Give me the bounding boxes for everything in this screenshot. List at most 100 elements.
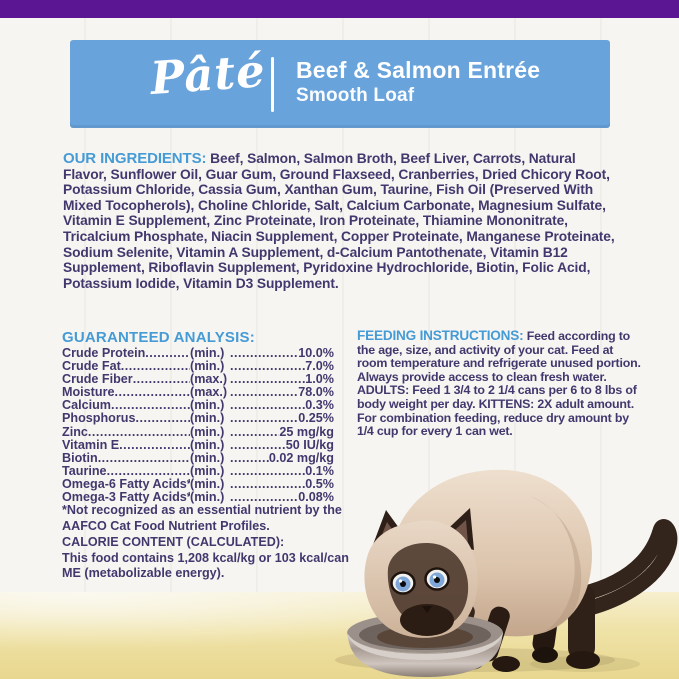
nutrient-label: Crude Fiber xyxy=(62,373,133,387)
nutrient-basis: (min.) xyxy=(190,450,225,465)
nutrient-label: Crude Protein xyxy=(62,347,146,360)
dot-leader xyxy=(230,373,305,386)
nutrient-label: Omega-6 Fatty Acids* xyxy=(62,477,190,491)
analysis-row: Vitamin E (min.) 50 IU/kg xyxy=(62,437,334,452)
dot-leader xyxy=(230,360,305,373)
product-subtitle: Smooth Loaf xyxy=(296,85,415,106)
dot-leader xyxy=(133,373,190,386)
nutrient-value: 0.08% xyxy=(298,490,334,505)
kittens-label: KITTENS: xyxy=(478,396,535,411)
analysis-row: Crude Fat (min.) 7.0% xyxy=(62,359,334,374)
kitten-photo xyxy=(335,469,678,677)
cat-pupil-right xyxy=(434,577,440,583)
analysis-row: Crude Fiber (max.) 1.0% xyxy=(62,373,334,386)
nutrient-basis: (min.) xyxy=(190,398,225,413)
nutrient-value: 1.0% xyxy=(305,372,334,387)
analysis-row: Moisture (max.) 78.0% xyxy=(62,386,334,399)
nutrient-label: Phosphorus xyxy=(62,412,136,426)
dot-leader xyxy=(230,439,286,452)
nutrient-basis: (min.) xyxy=(190,346,225,360)
nutrient-value: 78.0% xyxy=(298,385,334,400)
dot-leader xyxy=(230,426,279,439)
ingredients-paragraph: OUR INGREDIENTS: Beef, Salmon, Salmon Br… xyxy=(63,151,616,291)
cat-eye-highlight-left xyxy=(398,579,403,583)
top-purple-stripe xyxy=(0,0,679,18)
nutrient-label: Moisture xyxy=(62,386,115,400)
nutrient-label: Vitamin E xyxy=(62,438,120,452)
nutrient-value: 0.3% xyxy=(305,398,334,413)
dot-leader xyxy=(121,360,190,373)
dot-leader xyxy=(98,452,190,465)
dot-leader xyxy=(230,465,305,478)
nutrient-label: Calcium xyxy=(62,399,111,413)
dot-leader xyxy=(135,412,190,425)
dot-leader xyxy=(230,386,298,399)
feeding-instructions-paragraph: FEEDING INSTRUCTIONS: Feed according to … xyxy=(357,329,645,439)
nutrient-value: 0.02 mg/kg xyxy=(268,450,334,465)
nutrient-value: 10.0% xyxy=(298,346,334,360)
cat-pupil-left xyxy=(400,581,406,587)
nutrient-label: Crude Fat xyxy=(62,360,121,374)
nutrient-value: 25 mg/kg xyxy=(279,424,334,439)
nutrient-value: 7.0% xyxy=(305,359,334,374)
analysis-row: Crude Protein (min.) 10.0% xyxy=(62,346,334,360)
dot-leader xyxy=(145,347,190,360)
nutrient-value: 0.25% xyxy=(298,411,334,426)
nutrient-value: 0.5% xyxy=(305,476,334,491)
cat-nose xyxy=(422,606,432,613)
calorie-content-section: CALORIE CONTENT (CALCULATED): This food … xyxy=(62,535,362,582)
banner-titles: Beef & Salmon Entrée Smooth Loaf xyxy=(296,56,540,108)
aafco-footnote: *Not recognized as an essential nutrient… xyxy=(62,503,342,533)
bowl-front-rim xyxy=(347,632,503,660)
kittens-text: 2X adult amount. For combination feeding… xyxy=(357,396,634,439)
nutrient-label: Zinc xyxy=(62,425,88,439)
product-banner: Pâté Beef & Salmon Entrée Smooth Loaf xyxy=(70,40,610,128)
cat-eye-highlight-right xyxy=(432,575,437,579)
adults-label: ADULTS: xyxy=(357,383,410,398)
nutrient-label: Omega-3 Fatty Acids* xyxy=(62,491,190,505)
nutrient-basis: (min.) xyxy=(190,463,225,478)
dot-leader xyxy=(230,347,298,360)
adults-text: Feed 1 3/4 to 2 1/4 cans per 6 to 8 lbs … xyxy=(357,383,637,411)
feeding-heading: FEEDING INSTRUCTIONS: xyxy=(357,328,524,343)
analysis-row: Omega-3 Fatty Acids* (min.) 0.08% xyxy=(62,490,334,505)
calorie-heading: CALORIE CONTENT (CALCULATED): xyxy=(62,535,285,549)
nutrient-basis: (min.) xyxy=(190,359,225,374)
nutrient-basis: (max.) xyxy=(190,372,228,387)
feeding-text-1: Feed according to the age, size, and act… xyxy=(357,329,641,384)
nutrient-basis: (max.) xyxy=(190,385,228,400)
ingredients-heading: OUR INGREDIENTS: xyxy=(63,150,207,167)
dot-leader xyxy=(107,465,190,478)
nutrient-basis: (min.) xyxy=(190,476,225,491)
cat-front-paw-2 xyxy=(492,656,520,672)
analysis-row: Taurine (min.) 0.1% xyxy=(62,463,334,478)
dot-leader xyxy=(230,478,305,491)
analysis-row: Zinc (min.) 25 mg/kg xyxy=(62,424,334,439)
product-title: Beef & Salmon Entrée xyxy=(296,57,541,83)
calorie-text: This food contains 1,208 kcal/kg or 103 … xyxy=(62,550,349,581)
analysis-row: Omega-6 Fatty Acids* (min.) 0.5% xyxy=(62,476,334,491)
nutrient-basis: (min.) xyxy=(190,437,225,452)
nutrient-basis: (min.) xyxy=(190,411,225,426)
guaranteed-analysis-heading: GUARANTEED ANALYSIS: xyxy=(62,329,255,346)
nutrient-value: 0.1% xyxy=(305,463,334,478)
nutrient-value: 50 IU/kg xyxy=(285,437,334,452)
cat-hind-paw-far xyxy=(532,647,558,663)
analysis-table: Crude Protein (min.) 10.0% Crude Fat (mi… xyxy=(62,346,334,505)
dot-leader xyxy=(111,399,190,412)
dot-leader xyxy=(230,412,298,425)
ingredients-text: Beef, Salmon, Salmon Broth, Beef Liver, … xyxy=(63,151,615,291)
cat-muzzle xyxy=(400,604,454,636)
dot-leader xyxy=(119,439,190,452)
pate-script-logo: Pâté xyxy=(148,44,268,105)
nutrient-label: Biotin xyxy=(62,451,98,465)
nutrient-basis: (min.) xyxy=(190,424,225,439)
analysis-row: Phosphorus (min.) 0.25% xyxy=(62,412,334,425)
dot-leader xyxy=(230,399,305,412)
nutrient-basis: (min.) xyxy=(190,490,225,505)
analysis-row: Calcium (min.) 0.3% xyxy=(62,399,334,412)
dot-leader xyxy=(114,386,190,399)
cat-tail xyxy=(574,519,678,616)
cat-head xyxy=(364,508,478,638)
